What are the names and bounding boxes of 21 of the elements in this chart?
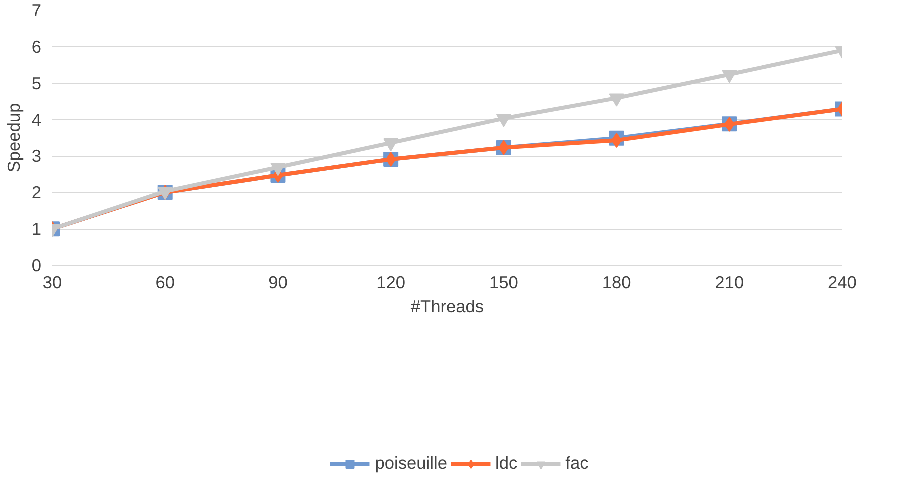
x-tick-label: 180 xyxy=(602,272,632,292)
y-tick-label: 5 xyxy=(32,73,42,94)
x-tick-label: 210 xyxy=(715,272,744,292)
y-tick-label: 6 xyxy=(32,36,42,57)
y-tick-label: 3 xyxy=(32,146,42,166)
legend-label: fac xyxy=(566,453,589,474)
legend-label: poiseuille xyxy=(375,453,448,474)
x-tick-label: 120 xyxy=(376,272,406,292)
x-axis-title: #Threads xyxy=(410,296,484,316)
x-tick-label: 30 xyxy=(42,272,62,292)
y-tick-label: 4 xyxy=(32,110,42,130)
y-tick-label: 7 xyxy=(32,0,42,20)
x-tick-label: 240 xyxy=(828,272,857,292)
y-tick-label: 2 xyxy=(32,182,42,203)
y-tick-label: 1 xyxy=(32,219,42,240)
y-tick-label: 0 xyxy=(32,256,42,276)
x-tick-label: 150 xyxy=(489,272,518,292)
y-axis-title: Speedup xyxy=(4,103,24,173)
x-tick-label: 60 xyxy=(156,272,175,292)
x-tick-label: 90 xyxy=(268,272,288,292)
legend-label: ldc xyxy=(495,453,518,474)
